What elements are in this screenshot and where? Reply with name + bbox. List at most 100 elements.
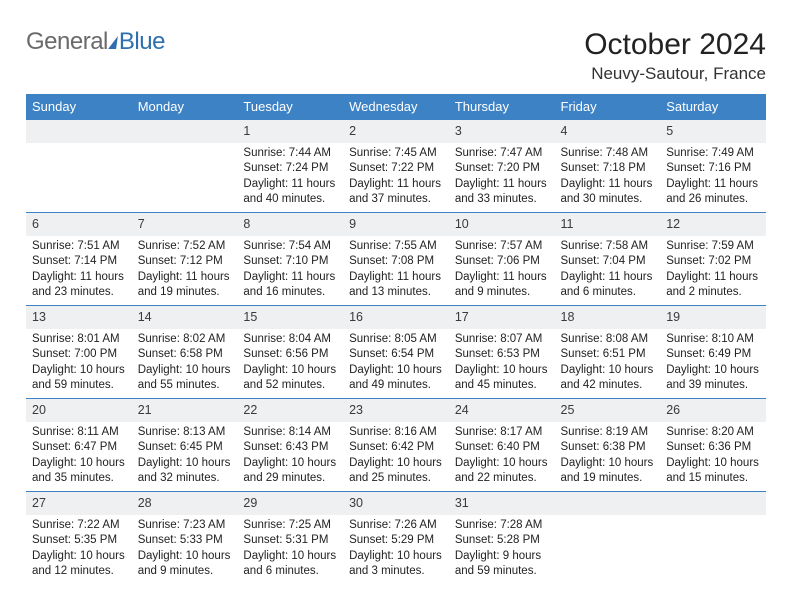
calendar-cell: 14Sunrise: 8:02 AMSunset: 6:58 PMDayligh…	[132, 305, 238, 398]
calendar-cell: 23Sunrise: 8:16 AMSunset: 6:42 PMDayligh…	[343, 398, 449, 491]
sunrise-text: Sunrise: 8:17 AM	[455, 425, 549, 441]
weekday-header: Saturday	[660, 94, 766, 120]
sunset-text: Sunset: 6:53 PM	[455, 347, 549, 363]
daylight-text: Daylight: 10 hours and 35 minutes.	[32, 456, 126, 487]
calendar-cell: 30Sunrise: 7:26 AMSunset: 5:29 PMDayligh…	[343, 491, 449, 583]
daylight-text: Daylight: 11 hours and 19 minutes.	[138, 270, 232, 301]
calendar-week-row: 1Sunrise: 7:44 AMSunset: 7:24 PMDaylight…	[26, 120, 766, 213]
sunset-text: Sunset: 7:00 PM	[32, 347, 126, 363]
calendar-cell: 18Sunrise: 8:08 AMSunset: 6:51 PMDayligh…	[555, 305, 661, 398]
calendar-cell: 24Sunrise: 8:17 AMSunset: 6:40 PMDayligh…	[449, 398, 555, 491]
daylight-text: Daylight: 10 hours and 52 minutes.	[243, 363, 337, 394]
day-details: Sunrise: 7:52 AMSunset: 7:12 PMDaylight:…	[132, 236, 238, 305]
sunset-text: Sunset: 6:45 PM	[138, 440, 232, 456]
calendar-cell: 13Sunrise: 8:01 AMSunset: 7:00 PMDayligh…	[26, 305, 132, 398]
calendar-week-row: 6Sunrise: 7:51 AMSunset: 7:14 PMDaylight…	[26, 212, 766, 305]
daylight-text: Daylight: 10 hours and 29 minutes.	[243, 456, 337, 487]
weekday-header: Monday	[132, 94, 238, 120]
daylight-text: Daylight: 10 hours and 32 minutes.	[138, 456, 232, 487]
sunset-text: Sunset: 6:43 PM	[243, 440, 337, 456]
sunrise-text: Sunrise: 7:59 AM	[666, 239, 760, 255]
day-number: 10	[449, 213, 555, 236]
day-details: Sunrise: 7:48 AMSunset: 7:18 PMDaylight:…	[555, 143, 661, 212]
sunset-text: Sunset: 5:31 PM	[243, 533, 337, 549]
calendar-page: General Blue October 2024 Neuvy-Sautour,…	[0, 0, 792, 612]
day-details: Sunrise: 8:07 AMSunset: 6:53 PMDaylight:…	[449, 329, 555, 398]
calendar-cell-empty	[555, 491, 661, 583]
day-details: Sunrise: 7:25 AMSunset: 5:31 PMDaylight:…	[237, 515, 343, 584]
sunrise-text: Sunrise: 7:23 AM	[138, 518, 232, 534]
sunrise-text: Sunrise: 8:05 AM	[349, 332, 443, 348]
topbar: General Blue October 2024 Neuvy-Sautour,…	[26, 28, 766, 84]
calendar-cell: 26Sunrise: 8:20 AMSunset: 6:36 PMDayligh…	[660, 398, 766, 491]
day-number	[132, 120, 238, 143]
calendar-cell: 3Sunrise: 7:47 AMSunset: 7:20 PMDaylight…	[449, 120, 555, 213]
day-number: 9	[343, 213, 449, 236]
calendar-cell: 16Sunrise: 8:05 AMSunset: 6:54 PMDayligh…	[343, 305, 449, 398]
day-details: Sunrise: 7:44 AMSunset: 7:24 PMDaylight:…	[237, 143, 343, 212]
day-details: Sunrise: 8:20 AMSunset: 6:36 PMDaylight:…	[660, 422, 766, 491]
sunset-text: Sunset: 5:35 PM	[32, 533, 126, 549]
day-number: 28	[132, 492, 238, 515]
sunrise-text: Sunrise: 7:58 AM	[561, 239, 655, 255]
day-number	[26, 120, 132, 143]
sunset-text: Sunset: 6:49 PM	[666, 347, 760, 363]
daylight-text: Daylight: 10 hours and 39 minutes.	[666, 363, 760, 394]
sunrise-text: Sunrise: 8:19 AM	[561, 425, 655, 441]
daylight-text: Daylight: 10 hours and 59 minutes.	[32, 363, 126, 394]
weekday-header: Sunday	[26, 94, 132, 120]
daylight-text: Daylight: 11 hours and 30 minutes.	[561, 177, 655, 208]
daylight-text: Daylight: 11 hours and 6 minutes.	[561, 270, 655, 301]
day-number: 17	[449, 306, 555, 329]
daylight-text: Daylight: 9 hours and 59 minutes.	[455, 549, 549, 580]
day-number: 15	[237, 306, 343, 329]
day-number: 16	[343, 306, 449, 329]
day-number: 5	[660, 120, 766, 143]
sunrise-text: Sunrise: 8:16 AM	[349, 425, 443, 441]
daylight-text: Daylight: 11 hours and 16 minutes.	[243, 270, 337, 301]
sunset-text: Sunset: 5:33 PM	[138, 533, 232, 549]
sunset-text: Sunset: 6:51 PM	[561, 347, 655, 363]
calendar-cell: 28Sunrise: 7:23 AMSunset: 5:33 PMDayligh…	[132, 491, 238, 583]
location-label: Neuvy-Sautour, France	[584, 64, 766, 84]
sunrise-text: Sunrise: 8:01 AM	[32, 332, 126, 348]
day-number	[555, 492, 661, 515]
day-number: 24	[449, 399, 555, 422]
daylight-text: Daylight: 11 hours and 33 minutes.	[455, 177, 549, 208]
daylight-text: Daylight: 10 hours and 42 minutes.	[561, 363, 655, 394]
sunset-text: Sunset: 7:16 PM	[666, 161, 760, 177]
calendar-cell-empty	[132, 120, 238, 213]
day-details: Sunrise: 8:16 AMSunset: 6:42 PMDaylight:…	[343, 422, 449, 491]
day-details: Sunrise: 7:54 AMSunset: 7:10 PMDaylight:…	[237, 236, 343, 305]
sunrise-text: Sunrise: 7:25 AM	[243, 518, 337, 534]
sunrise-text: Sunrise: 7:55 AM	[349, 239, 443, 255]
day-details: Sunrise: 7:45 AMSunset: 7:22 PMDaylight:…	[343, 143, 449, 212]
sunset-text: Sunset: 6:42 PM	[349, 440, 443, 456]
logo: General Blue	[26, 28, 165, 56]
daylight-text: Daylight: 10 hours and 55 minutes.	[138, 363, 232, 394]
sunrise-text: Sunrise: 8:02 AM	[138, 332, 232, 348]
day-number: 22	[237, 399, 343, 422]
day-number	[660, 492, 766, 515]
calendar-cell: 31Sunrise: 7:28 AMSunset: 5:28 PMDayligh…	[449, 491, 555, 583]
calendar-cell: 19Sunrise: 8:10 AMSunset: 6:49 PMDayligh…	[660, 305, 766, 398]
daylight-text: Daylight: 10 hours and 3 minutes.	[349, 549, 443, 580]
daylight-text: Daylight: 11 hours and 37 minutes.	[349, 177, 443, 208]
day-details: Sunrise: 8:02 AMSunset: 6:58 PMDaylight:…	[132, 329, 238, 398]
logo-word-2: Blue	[119, 28, 165, 56]
day-number: 7	[132, 213, 238, 236]
sunset-text: Sunset: 6:38 PM	[561, 440, 655, 456]
daylight-text: Daylight: 10 hours and 15 minutes.	[666, 456, 760, 487]
day-number: 6	[26, 213, 132, 236]
weekday-header: Thursday	[449, 94, 555, 120]
calendar-cell: 29Sunrise: 7:25 AMSunset: 5:31 PMDayligh…	[237, 491, 343, 583]
calendar-week-row: 20Sunrise: 8:11 AMSunset: 6:47 PMDayligh…	[26, 398, 766, 491]
sunrise-text: Sunrise: 8:14 AM	[243, 425, 337, 441]
calendar-cell: 7Sunrise: 7:52 AMSunset: 7:12 PMDaylight…	[132, 212, 238, 305]
calendar-cell: 25Sunrise: 8:19 AMSunset: 6:38 PMDayligh…	[555, 398, 661, 491]
calendar-week-row: 13Sunrise: 8:01 AMSunset: 7:00 PMDayligh…	[26, 305, 766, 398]
sunrise-text: Sunrise: 7:49 AM	[666, 146, 760, 162]
day-details: Sunrise: 7:49 AMSunset: 7:16 PMDaylight:…	[660, 143, 766, 212]
calendar-cell: 8Sunrise: 7:54 AMSunset: 7:10 PMDaylight…	[237, 212, 343, 305]
calendar-cell-empty	[660, 491, 766, 583]
